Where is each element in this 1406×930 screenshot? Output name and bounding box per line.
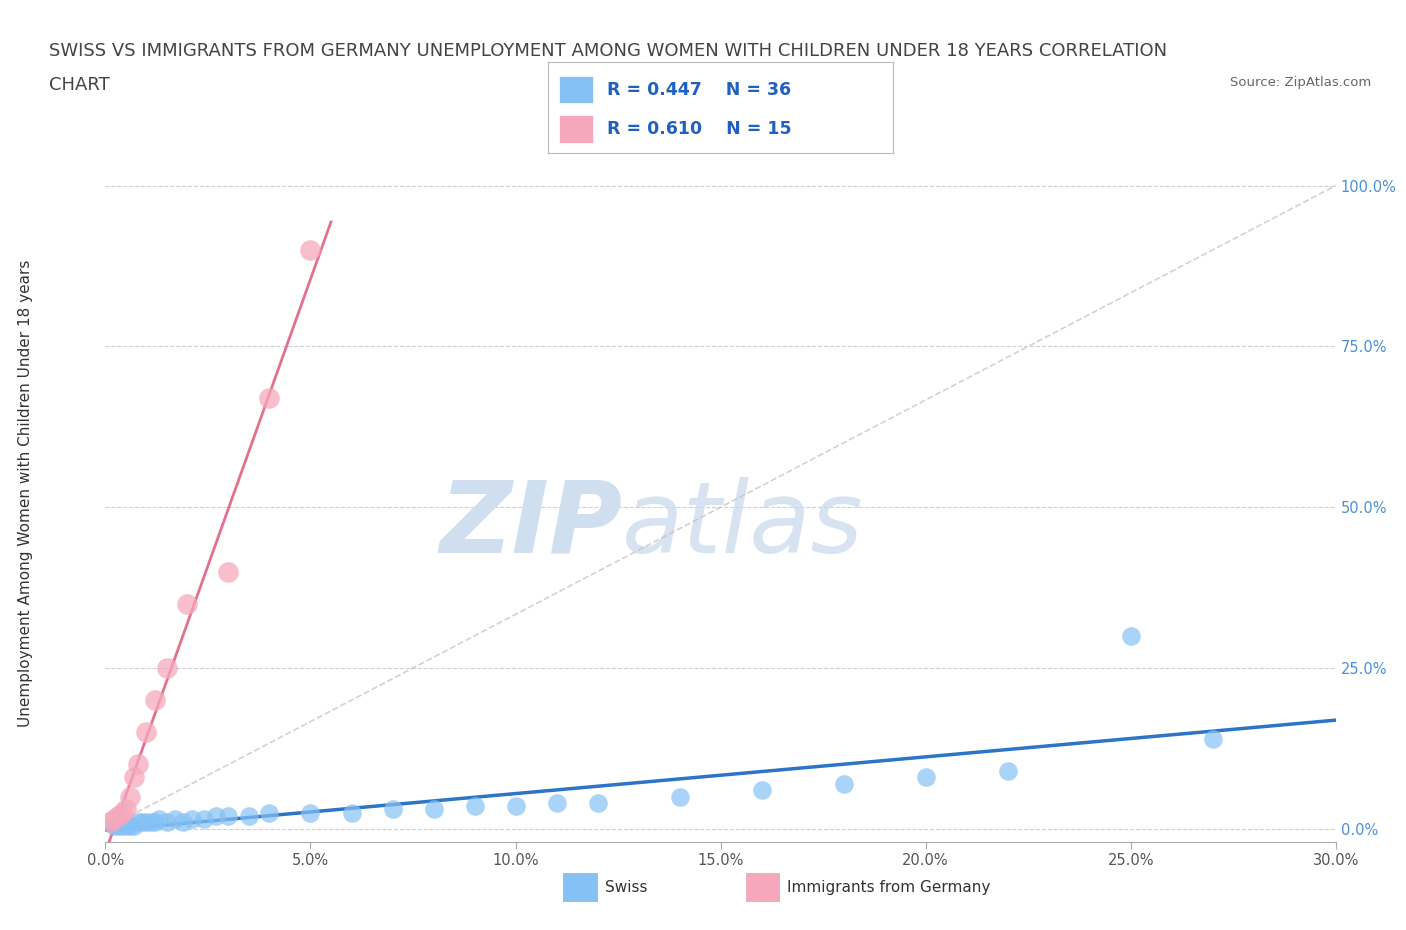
Bar: [558, 115, 593, 142]
Point: [259, 391, 281, 405]
Point: [832, 777, 855, 791]
Point: [143, 815, 166, 830]
Text: Source: ZipAtlas.com: Source: ZipAtlas.com: [1230, 76, 1371, 89]
Point: [131, 815, 153, 830]
Point: [218, 565, 240, 579]
Point: [205, 808, 228, 823]
Point: [299, 805, 322, 820]
Point: [914, 770, 936, 785]
Point: [505, 799, 527, 814]
Point: [172, 815, 194, 830]
Point: [218, 808, 240, 823]
Point: [193, 812, 215, 827]
Point: [340, 805, 363, 820]
Point: [103, 818, 125, 833]
Point: [115, 818, 138, 833]
Point: [751, 783, 773, 798]
Point: [180, 812, 202, 827]
Point: [156, 815, 179, 830]
Point: [148, 812, 170, 827]
Point: [176, 596, 198, 611]
Point: [1202, 731, 1225, 746]
Text: CHART: CHART: [49, 76, 110, 94]
Text: ZIP: ZIP: [439, 476, 621, 574]
Point: [997, 764, 1019, 778]
Point: [668, 790, 690, 804]
Point: [586, 796, 609, 811]
Point: [165, 812, 187, 827]
Text: Unemployment Among Women with Children Under 18 years: Unemployment Among Women with Children U…: [18, 259, 32, 726]
Point: [111, 805, 134, 820]
Point: [1119, 629, 1142, 644]
Text: Immigrants from Germany: Immigrants from Germany: [787, 880, 991, 895]
Text: R = 0.610    N = 15: R = 0.610 N = 15: [607, 120, 792, 138]
Text: atlas: atlas: [621, 476, 863, 574]
Point: [156, 660, 179, 675]
Point: [381, 802, 404, 817]
Point: [103, 812, 125, 827]
Point: [120, 818, 141, 833]
Point: [122, 770, 145, 785]
Point: [107, 818, 129, 833]
Text: Swiss: Swiss: [605, 880, 647, 895]
Point: [120, 790, 141, 804]
Point: [299, 243, 322, 258]
Point: [464, 799, 486, 814]
Point: [111, 818, 134, 833]
Point: [238, 808, 260, 823]
Point: [135, 724, 157, 739]
Point: [127, 757, 149, 772]
Text: SWISS VS IMMIGRANTS FROM GERMANY UNEMPLOYMENT AMONG WOMEN WITH CHILDREN UNDER 18: SWISS VS IMMIGRANTS FROM GERMANY UNEMPLO…: [49, 42, 1167, 60]
Point: [422, 802, 444, 817]
Point: [139, 815, 162, 830]
Point: [127, 815, 149, 830]
Point: [546, 796, 568, 811]
Point: [259, 805, 281, 820]
Point: [122, 818, 145, 833]
Point: [143, 693, 166, 708]
Point: [135, 815, 157, 830]
Bar: [558, 76, 593, 103]
Point: [98, 815, 121, 830]
Text: R = 0.447    N = 36: R = 0.447 N = 36: [607, 81, 792, 99]
Point: [107, 808, 129, 823]
Point: [115, 802, 138, 817]
